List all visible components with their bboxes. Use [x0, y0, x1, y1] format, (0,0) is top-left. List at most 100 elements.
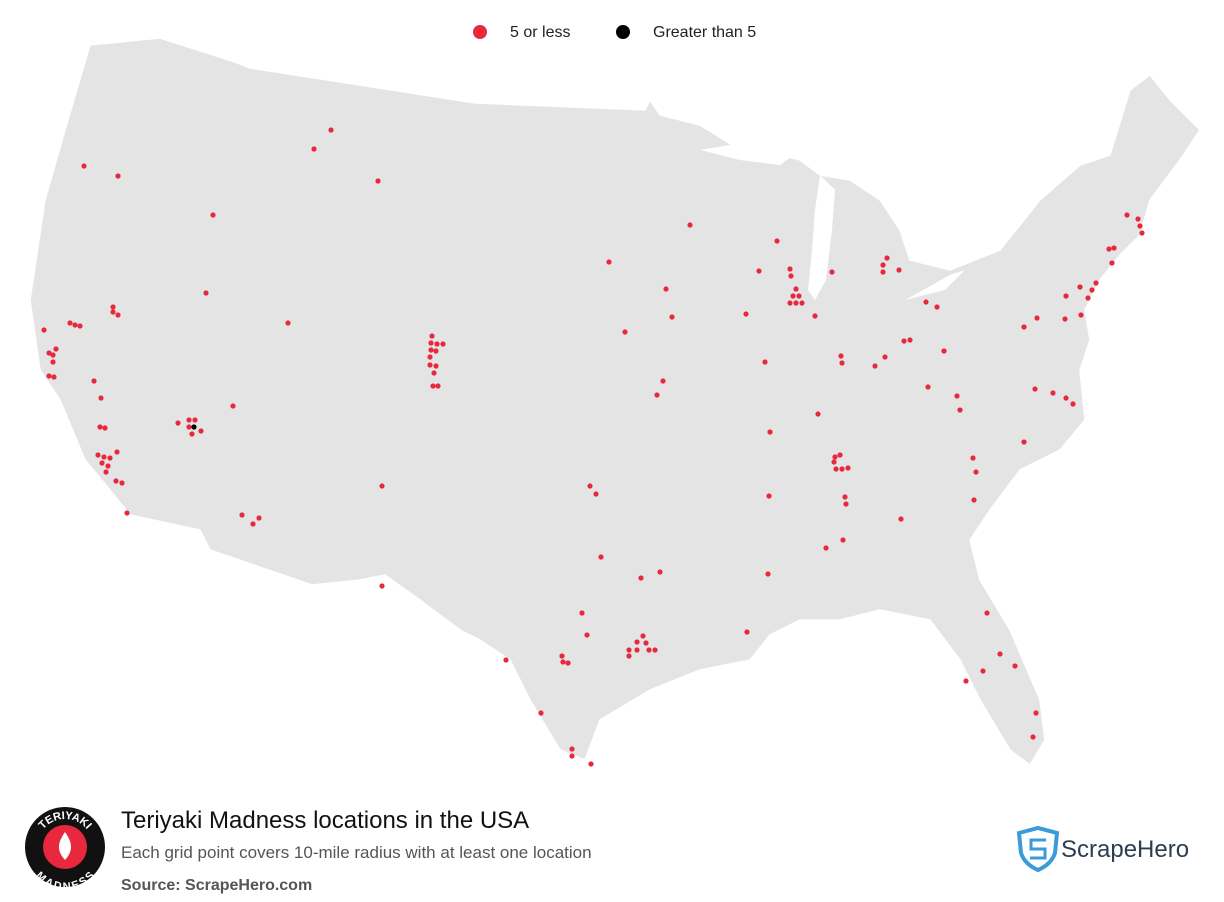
- location-dot: [379, 583, 385, 589]
- location-dot: [743, 311, 749, 317]
- location-dot: [433, 348, 439, 354]
- location-dot: [1085, 295, 1091, 301]
- legend-marker: [473, 25, 487, 39]
- location-dot: [434, 341, 440, 347]
- location-dot: [657, 569, 663, 575]
- location-dot: [1062, 316, 1068, 322]
- lake-superior: [700, 140, 800, 165]
- location-dot: [882, 354, 888, 360]
- location-dot: [606, 259, 612, 265]
- location-dot: [503, 657, 509, 663]
- location-dot: [41, 327, 47, 333]
- location-dot: [1063, 293, 1069, 299]
- location-dot: [793, 286, 799, 292]
- location-dot: [831, 459, 837, 465]
- location-dot: [839, 360, 845, 366]
- location-dot: [77, 323, 83, 329]
- location-dot: [50, 359, 56, 365]
- location-dot: [907, 337, 913, 343]
- location-dot: [102, 425, 108, 431]
- location-dot: [669, 314, 675, 320]
- location-dot: [839, 466, 845, 472]
- location-dot: [101, 454, 107, 460]
- location-dot: [925, 384, 931, 390]
- location-dots: [41, 127, 1145, 767]
- location-dot: [622, 329, 628, 335]
- location-dot: [429, 333, 435, 339]
- location-dot: [880, 262, 886, 268]
- location-dot: [954, 393, 960, 399]
- location-dot: [1135, 216, 1141, 222]
- location-dot: [654, 392, 660, 398]
- location-dot: [687, 222, 693, 228]
- location-dot: [823, 545, 829, 551]
- location-dot: [626, 647, 632, 653]
- location-dot: [115, 173, 121, 179]
- location-dot: [842, 494, 848, 500]
- location-dot: [428, 347, 434, 353]
- location-dot: [845, 465, 851, 471]
- location-dot: [1033, 710, 1039, 716]
- location-dot: [379, 483, 385, 489]
- location-dot: [328, 127, 334, 133]
- location-dot: [898, 516, 904, 522]
- location-dot: [646, 647, 652, 653]
- location-dot: [790, 293, 796, 299]
- location-dot: [843, 501, 849, 507]
- location-dot: [175, 420, 181, 426]
- location-dot: [957, 407, 963, 413]
- location-dot: [766, 493, 772, 499]
- legend-label: 5 or less: [510, 24, 570, 41]
- location-dot: [980, 668, 986, 674]
- location-dot: [46, 350, 52, 356]
- location-dot: [110, 309, 116, 315]
- location-dot: [799, 300, 805, 306]
- location-dot: [435, 383, 441, 389]
- location-dot: [97, 424, 103, 430]
- location-dot: [796, 293, 802, 299]
- location-dot: [1077, 284, 1083, 290]
- legend-label: Greater than 5: [653, 24, 756, 41]
- brand-name: ScrapeHero: [1061, 836, 1189, 863]
- location-dot: [762, 359, 768, 365]
- legend-marker: [616, 25, 630, 39]
- location-dot: [970, 455, 976, 461]
- brand-logo: ScrapeHero: [1016, 825, 1189, 873]
- location-dot: [1137, 223, 1143, 229]
- location-dot: [189, 431, 195, 437]
- location-dot: [46, 373, 52, 379]
- location-dot: [833, 466, 839, 472]
- location-dot: [1089, 287, 1095, 293]
- location-dot: [375, 178, 381, 184]
- location-dot: [812, 313, 818, 319]
- location-dot: [110, 304, 116, 310]
- location-dot: [973, 469, 979, 475]
- location-dot: [829, 269, 835, 275]
- location-dot: [113, 478, 119, 484]
- location-dot: [569, 753, 575, 759]
- location-dot: [1050, 390, 1056, 396]
- location-dot: [598, 554, 604, 560]
- location-dot: [1093, 280, 1099, 286]
- location-dot: [1111, 245, 1117, 251]
- location-dot: [53, 346, 59, 352]
- location-dot: [640, 633, 646, 639]
- location-dot: [538, 710, 544, 716]
- location-dot: [997, 651, 1003, 657]
- location-dot: [431, 370, 437, 376]
- location-dot: [119, 480, 125, 486]
- location-dot: [634, 639, 640, 645]
- location-dot: [428, 340, 434, 346]
- location-dot: [1106, 246, 1112, 252]
- location-dot: [744, 629, 750, 635]
- location-dot: [788, 273, 794, 279]
- location-dot: [433, 363, 439, 369]
- location-dot: [1034, 315, 1040, 321]
- location-dot: [569, 746, 575, 752]
- location-dot: [1030, 734, 1036, 740]
- location-dot: [203, 290, 209, 296]
- location-dot: [440, 341, 446, 347]
- location-dot: [765, 571, 771, 577]
- location-dot: [186, 424, 192, 430]
